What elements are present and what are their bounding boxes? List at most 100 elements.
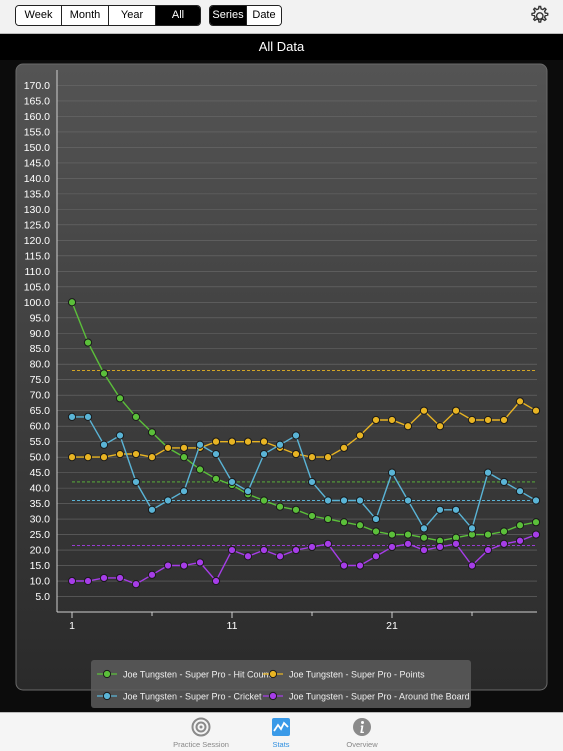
range-week-button[interactable]: Week <box>16 6 62 25</box>
y-tick-label: 125.0 <box>24 219 50 231</box>
y-tick-label: 45.0 <box>30 467 51 479</box>
data-point <box>483 545 493 555</box>
data-point <box>387 415 397 425</box>
tab-label: Overview <box>346 740 378 749</box>
legend-swatch-marker <box>268 691 278 701</box>
data-point <box>259 496 269 505</box>
data-point <box>211 474 221 483</box>
data-point <box>227 545 237 555</box>
data-point <box>163 443 173 452</box>
y-tick-label: 135.0 <box>24 188 50 200</box>
y-tick-label: 55.0 <box>30 436 51 448</box>
data-point <box>195 558 205 567</box>
data-point <box>403 496 413 505</box>
y-tick-label: 110.0 <box>25 266 51 278</box>
line-chart: 5.0 10.0 15.0 20.0 25.0 30.0 35.0 40.0 45.0 50.0 5… <box>15 63 548 708</box>
data-point <box>179 453 189 462</box>
data-point <box>387 468 397 477</box>
y-tick-label: 40.0 <box>30 483 51 495</box>
data-point <box>387 530 397 539</box>
data-point <box>323 453 333 462</box>
data-point <box>467 561 477 570</box>
y-tick-label: 155.0 <box>24 126 50 138</box>
y-tick-label: 95.0 <box>30 312 51 324</box>
tab-overview[interactable]: Overview <box>317 713 407 751</box>
data-point <box>323 514 333 524</box>
data-point <box>467 415 477 425</box>
data-point <box>179 487 189 496</box>
y-tick-label: 115.0 <box>25 250 51 262</box>
y-tick-label: 65.0 <box>30 405 51 417</box>
mode-series-button[interactable]: Series <box>210 6 247 25</box>
data-point <box>83 576 93 586</box>
y-tick-label: 35.0 <box>30 498 51 510</box>
data-point <box>435 542 445 552</box>
range-selector: Week Month Year All <box>15 5 201 26</box>
data-point <box>531 530 541 539</box>
data-point <box>147 570 157 579</box>
mode-date-button[interactable]: Date <box>247 6 281 25</box>
data-point <box>83 412 93 421</box>
data-point <box>323 539 333 548</box>
data-point <box>483 415 493 425</box>
data-point <box>179 561 189 570</box>
data-point <box>403 530 413 539</box>
data-point <box>67 453 77 462</box>
range-all-button[interactable]: All <box>156 6 200 25</box>
legend-swatch-marker <box>268 669 278 679</box>
data-point <box>147 428 157 437</box>
y-tick-label: 60.0 <box>30 421 51 433</box>
data-point <box>307 542 317 552</box>
legend-swatch-marker <box>102 669 112 679</box>
y-tick-label: 20.0 <box>30 545 51 557</box>
data-point <box>531 496 541 505</box>
data-point <box>243 437 253 446</box>
data-point <box>307 477 317 487</box>
y-tick-label: 5.0 <box>35 591 50 603</box>
data-point <box>259 449 269 459</box>
data-point <box>67 576 77 586</box>
legend-label: Joe Tungsten - Super Pro - Around the Bo… <box>289 692 470 702</box>
y-tick-label: 80.0 <box>30 359 51 371</box>
data-point <box>387 542 397 552</box>
range-month-button[interactable]: Month <box>62 6 109 25</box>
target-icon <box>191 717 211 737</box>
data-point <box>243 552 253 561</box>
data-point <box>419 406 429 415</box>
gear-icon[interactable] <box>527 4 551 28</box>
data-point <box>67 298 77 307</box>
data-point <box>67 412 77 421</box>
y-tick-label: 120.0 <box>24 235 50 247</box>
y-tick-label: 150.0 <box>24 142 50 154</box>
data-point <box>355 561 365 570</box>
data-point <box>499 527 509 536</box>
data-point <box>211 576 221 586</box>
data-point <box>339 518 349 527</box>
data-point <box>99 369 109 378</box>
data-point <box>83 453 93 462</box>
tab-label: Stats <box>272 740 290 749</box>
data-point <box>483 530 493 539</box>
y-tick-label: 70.0 <box>30 390 51 402</box>
y-tick-label: 130.0 <box>24 204 50 216</box>
data-point <box>147 505 157 514</box>
data-point <box>307 453 317 462</box>
tab-practice-session[interactable]: Practice Session <box>156 713 246 751</box>
legend-box <box>91 660 471 708</box>
y-tick-label: 145.0 <box>24 157 50 169</box>
data-point <box>275 552 285 561</box>
data-point <box>499 415 509 425</box>
legend-label: Joe Tungsten - Super Pro - Cricket <box>123 692 262 702</box>
data-point <box>371 552 381 561</box>
data-point <box>403 422 413 431</box>
chart-container: 5.0 10.0 15.0 20.0 25.0 30.0 35.0 40.0 45.0 50.0 5… <box>0 60 563 712</box>
data-point <box>451 539 461 548</box>
y-tick-label: 30.0 <box>30 514 51 526</box>
tab-stats[interactable]: Stats <box>236 713 326 751</box>
range-year-button[interactable]: Year <box>109 6 156 25</box>
x-tick-label: 21 <box>386 620 398 632</box>
data-point <box>99 453 109 462</box>
data-point <box>115 573 125 583</box>
info-icon <box>353 718 371 736</box>
data-point <box>355 431 365 440</box>
